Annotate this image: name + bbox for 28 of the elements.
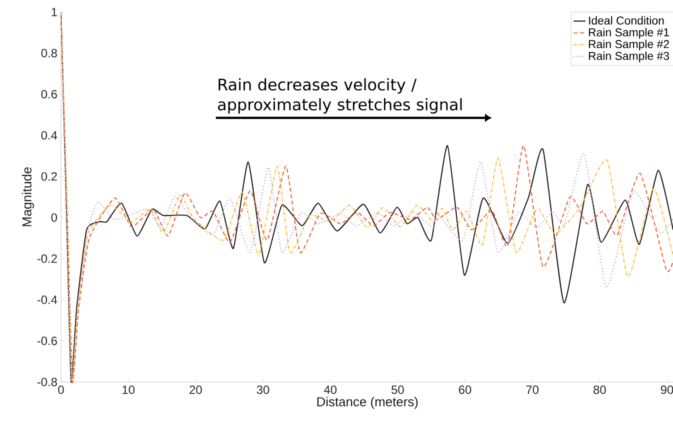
y-tick-label: -0.4 bbox=[37, 296, 58, 304]
y-tick-label: 0 bbox=[51, 213, 58, 222]
x-tick-label: 50 bbox=[392, 386, 404, 394]
x-tick-label: 10 bbox=[122, 386, 135, 394]
x-tick-label: 30 bbox=[256, 386, 270, 394]
x-tick-label: 90 bbox=[660, 386, 673, 394]
x-tick-label: 60 bbox=[458, 386, 472, 394]
legend-label: Ideal Condition bbox=[589, 16, 664, 25]
y-tick-label: 0.6 bbox=[41, 90, 57, 98]
x-tick-label: 0 bbox=[58, 386, 64, 394]
x-tick-label: 40 bbox=[324, 386, 337, 394]
y-tick-label: -0.2 bbox=[37, 254, 57, 263]
y-tick-label: 0.2 bbox=[41, 172, 57, 181]
line-series bbox=[60, 11, 673, 383]
y-tick-label: -0.6 bbox=[37, 336, 57, 346]
y-tick-label: 1 bbox=[52, 8, 57, 16]
legend-label: Rain Sample #2 bbox=[588, 40, 669, 50]
legend-label: Rain Sample #1 bbox=[588, 28, 669, 39]
x-tick-label: 80 bbox=[594, 386, 606, 394]
y-axis-title: Magnitude bbox=[22, 167, 34, 226]
y-tick-label: -0.8 bbox=[37, 378, 57, 386]
y-tick-label: 0.4 bbox=[41, 131, 58, 140]
x-tick-label: 70 bbox=[526, 386, 539, 394]
x-tick-label: 20 bbox=[190, 386, 202, 394]
y-tick-label: 0.8 bbox=[41, 48, 57, 58]
legend-label: Rain Sample #3 bbox=[588, 52, 670, 62]
annotation: Rain decreases velocity / approximately stretches signal bbox=[218, 78, 462, 114]
x-axis-title: Distance (meters) bbox=[317, 396, 418, 409]
